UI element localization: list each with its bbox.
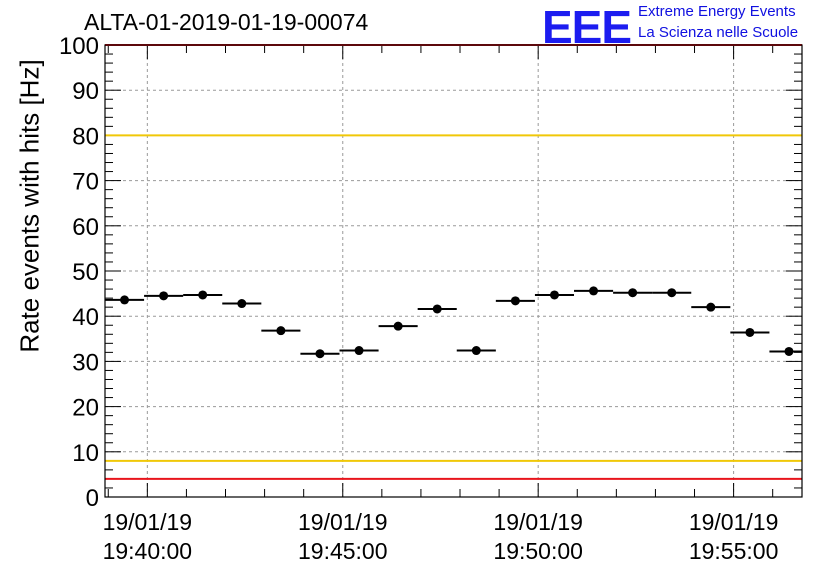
data-point: [432, 304, 442, 314]
data-point: [589, 286, 599, 296]
logo-line-1: Extreme Energy Events: [638, 3, 796, 20]
data-point: [471, 346, 481, 356]
data-point: [706, 302, 716, 312]
y-tick-label: 100: [59, 33, 99, 60]
y-tick-label: 50: [72, 259, 99, 286]
y-tick-label: 30: [72, 349, 99, 376]
y-tick-label: 90: [72, 78, 99, 105]
x-tick-label-date: 19/01/19: [689, 509, 779, 535]
x-tick-label-time: 19:40:00: [103, 538, 193, 564]
data-point: [549, 290, 559, 300]
y-tick-label: 0: [86, 485, 99, 512]
data-point: [393, 321, 403, 331]
x-tick-label-date: 19/01/19: [298, 509, 388, 535]
data-point: [276, 326, 286, 336]
data-point: [745, 327, 755, 337]
x-tick-label-time: 19:55:00: [689, 538, 779, 564]
data-point: [510, 296, 520, 306]
x-tick-label-time: 19:50:00: [493, 538, 583, 564]
data-point: [120, 295, 130, 305]
y-tick-label: 40: [72, 304, 99, 331]
x-tick-label-date: 19/01/19: [103, 509, 193, 535]
data-point: [354, 346, 364, 356]
data-point: [159, 291, 169, 301]
logo-line-2: La Scienza nelle Scuole: [638, 24, 799, 41]
plot-frame: [104, 44, 803, 498]
data-point: [667, 288, 677, 298]
data-point: [628, 288, 638, 298]
y-tick-label: 10: [72, 440, 99, 467]
x-tick-label-date: 19/01/19: [493, 509, 583, 535]
x-tick-label-time: 19:45:00: [298, 538, 388, 564]
chart-title: ALTA-01-2019-01-19-00074: [84, 9, 369, 35]
y-tick-label: 20: [72, 395, 99, 422]
data-point: [784, 346, 794, 356]
data-point: [237, 299, 247, 309]
y-tick-label: 80: [72, 123, 99, 150]
y-tick-label: 60: [72, 214, 99, 241]
data-point: [198, 290, 208, 300]
data-point: [315, 349, 325, 359]
y-tick-label: 70: [72, 169, 99, 196]
